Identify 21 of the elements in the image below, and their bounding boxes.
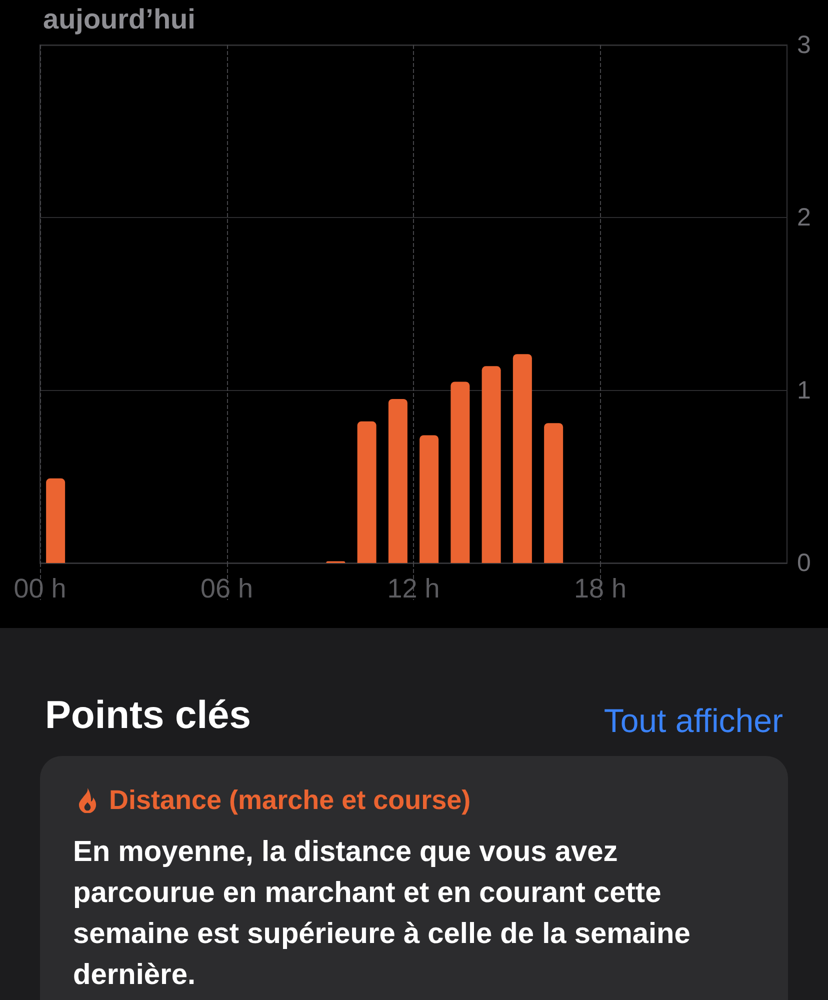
x-tick-label: 06 h <box>200 574 254 604</box>
bar <box>450 382 470 563</box>
chart-title: aujourd’hui <box>43 4 196 34</box>
y-tick-label: 1 <box>797 376 811 404</box>
bar <box>512 354 532 563</box>
y-tick-label: 3 <box>797 31 811 59</box>
bar <box>388 398 408 563</box>
x-tick-label: 00 h <box>14 574 66 604</box>
y-tick-label: 2 <box>797 204 811 232</box>
bar <box>482 366 501 563</box>
x-tick-label: 18 h <box>574 574 627 604</box>
text: Tout afficher <box>604 702 783 740</box>
text: En moyenne, la distance que vous avez parcourue en marchant et en courant cette semaine est supérieure à celle de la semaine dernière. <box>73 835 692 993</box>
text: Distance (marche et course) <box>109 784 471 816</box>
y-tick-label: 0 <box>797 549 811 577</box>
bar <box>46 478 66 563</box>
text: Points clés <box>45 694 251 738</box>
bar <box>544 423 564 563</box>
bar <box>420 435 439 563</box>
x-tick-label: 12 h <box>387 574 440 604</box>
bar <box>357 421 376 563</box>
